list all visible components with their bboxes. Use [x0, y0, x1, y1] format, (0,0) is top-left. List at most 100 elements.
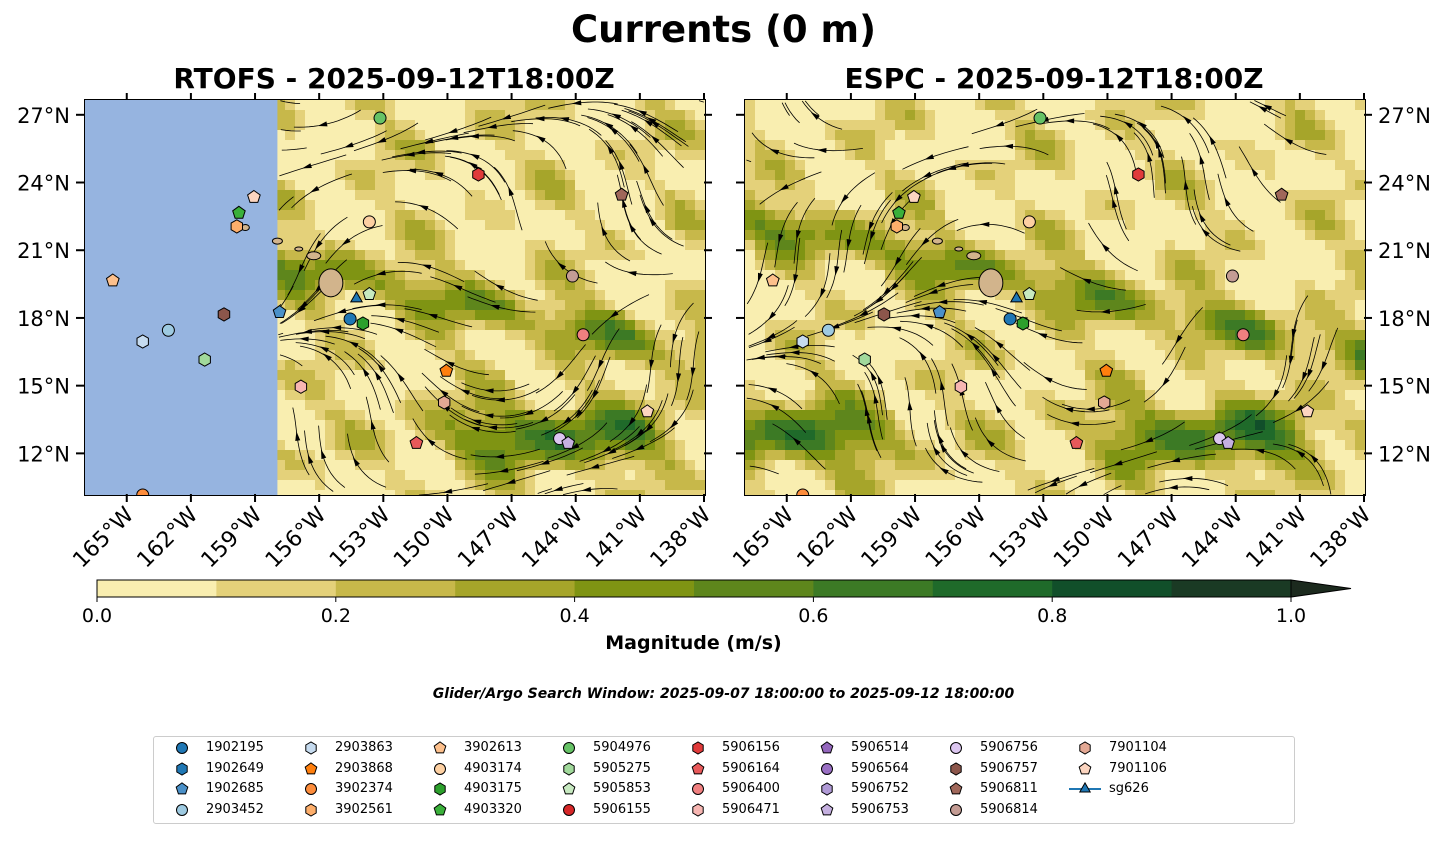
colorbar-tick-label: 0.0	[82, 605, 112, 627]
legend-label: 2903452	[206, 801, 264, 817]
marker-2903863	[796, 334, 809, 349]
figure-title: Currents (0 m)	[570, 8, 876, 51]
legend-marker-5906400	[692, 783, 704, 795]
marker-7901106	[907, 189, 921, 203]
legend-label: 5904976	[593, 740, 651, 755]
legend-marker-sg626	[1078, 781, 1092, 793]
legend-label: 5906164	[722, 760, 780, 776]
map-plot-espc	[745, 100, 1365, 495]
legend-marker-4903320	[433, 802, 447, 815]
marker-sg626	[1009, 290, 1024, 303]
legend: 1902195 1902649 1902685 2903452 2903863 29038…	[153, 736, 1295, 824]
no-data-region	[85, 100, 278, 495]
marker-2903868	[439, 363, 454, 377]
legend-label: 5906814	[980, 801, 1038, 817]
colorbar-segment	[694, 580, 814, 597]
colorbar-tick-label: 0.4	[559, 605, 589, 627]
legend-label: 4903320	[464, 801, 522, 817]
marker-5905275	[858, 352, 871, 367]
map-panel-rtofs[interactable]	[84, 99, 706, 496]
colorbar-segment	[574, 580, 695, 597]
marker-7901104	[438, 395, 451, 410]
legend-label: 1902195	[206, 740, 264, 755]
colorbar-segment	[932, 580, 1053, 597]
marker-5906471	[294, 379, 308, 394]
marker-5905853	[362, 286, 377, 300]
legend-label: 2903868	[335, 760, 393, 776]
marker-2903863	[136, 334, 149, 349]
colorbar-segment	[813, 580, 934, 597]
marker-5906400	[1236, 328, 1250, 342]
legend-marker-1902685	[175, 782, 189, 795]
colorbar-segment	[455, 580, 576, 597]
legend-label: 2903863	[335, 740, 393, 755]
marker-7901106	[247, 189, 261, 203]
legend-marker-2903863	[305, 741, 317, 755]
legend-label: 3902374	[335, 781, 393, 796]
marker-5906811	[614, 187, 629, 201]
marker-5906757	[877, 307, 891, 322]
panel-title-rtofs: RTOFS - 2025-09-12T18:00Z	[173, 62, 615, 95]
marker-3902374	[136, 488, 150, 495]
legend-marker-5906814	[950, 803, 962, 816]
map-plot-rtofs	[85, 100, 705, 495]
marker-5906814	[565, 269, 579, 283]
colorbar-tick-label: 0.8	[1037, 605, 1067, 627]
streamlines	[746, 100, 1339, 495]
marker-5906164	[409, 435, 424, 449]
panel-title-espc: ESPC - 2025-09-12T18:00Z	[844, 62, 1264, 95]
legend-label: 1902685	[206, 781, 264, 796]
marker-4903174	[1022, 215, 1036, 229]
marker-2903452	[161, 323, 175, 337]
marker-5906156	[472, 167, 485, 182]
hawaii-land	[900, 224, 1004, 298]
legend-marker-5906564	[821, 762, 833, 775]
legend-marker-5906752	[821, 782, 833, 796]
legend-label: 5906753	[851, 801, 909, 817]
legend-label: 7901106	[1109, 760, 1167, 776]
marker-1902685	[932, 304, 947, 318]
legend-label: 5906400	[722, 781, 780, 796]
colorbar-segment	[216, 580, 337, 597]
float-markers	[105, 111, 655, 495]
legend-marker-5906156	[692, 741, 704, 755]
marker-4903320	[892, 205, 906, 219]
float-markers	[765, 111, 1315, 495]
marker-3902613	[765, 273, 780, 287]
colorbar-segment	[1052, 580, 1173, 597]
legend-label: 5905853	[593, 781, 651, 796]
legend-marker-5906155	[563, 803, 575, 816]
legend-marker-5906757	[950, 761, 962, 776]
marker-4903175	[1016, 316, 1030, 331]
legend-marker-5905275	[563, 761, 575, 776]
colorbar-tick-label: 0.6	[798, 605, 828, 627]
marker-5906156	[1132, 167, 1145, 182]
marker-5906753	[1221, 435, 1235, 449]
legend-label: 3902613	[464, 740, 522, 755]
colorbar-label: Magnitude (m/s)	[605, 632, 782, 654]
colorbar: 0.0 0.2 0.4 0.6 0.8 1.0	[82, 579, 1352, 627]
marker-4903175	[356, 316, 370, 331]
legend-marker-5906756	[950, 742, 962, 754]
marker-1902685	[272, 304, 287, 318]
legend-marker-7901104	[1079, 741, 1091, 755]
magnitude-field	[745, 100, 1365, 495]
legend-label: 5906514	[851, 740, 909, 755]
legend-marker-5906514	[820, 741, 834, 754]
legend-marker-5906471	[692, 802, 704, 817]
legend-marker-4903174	[434, 762, 446, 775]
marker-1902195	[1003, 312, 1017, 326]
colorbar-tick-label: 0.2	[321, 605, 351, 627]
marker-5906471	[954, 379, 968, 394]
legend-label: 5906811	[980, 781, 1038, 796]
marker-5904976	[373, 111, 387, 125]
map-panel-espc[interactable]	[744, 99, 1366, 496]
marker-3902613	[105, 273, 120, 287]
marker-4903174	[362, 215, 376, 229]
legend-marker-1902649	[176, 761, 188, 776]
marker-1902195	[343, 312, 357, 326]
legend-label: 4903175	[464, 781, 522, 796]
marker-5904976	[1033, 111, 1047, 125]
legend-label: 5906752	[851, 781, 909, 796]
marker-7901104	[1098, 395, 1111, 410]
